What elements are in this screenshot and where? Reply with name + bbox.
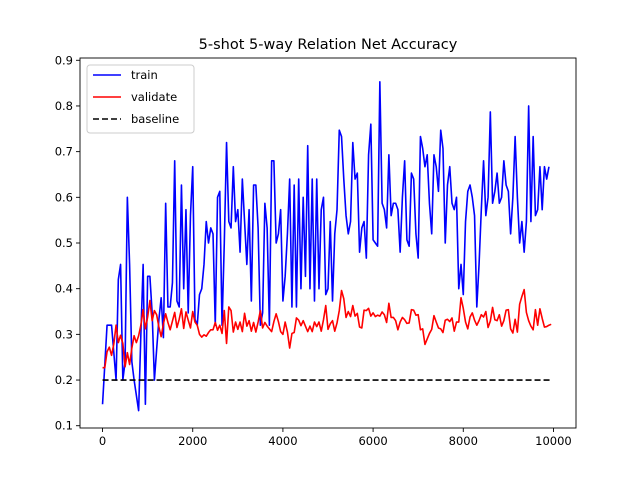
axes-frame: [79, 57, 577, 429]
x-tick-label: 8000: [449, 434, 478, 448]
y-tick-label: 0.2: [55, 373, 73, 387]
y-tick-label: 0.1: [55, 419, 73, 433]
y-ticks: 0.1 0.2 0.3 0.4 0.5 0.6 0.7 0.8 0.9: [55, 53, 80, 433]
legend-label-validate: validate: [131, 90, 177, 104]
y-tick-label: 0.3: [55, 327, 73, 341]
plot-lines: [101, 80, 552, 412]
y-tick-label: 0.7: [55, 145, 73, 159]
legend-box: [86, 64, 195, 134]
chart-title: 5-shot 5-way Relation Net Accuracy: [199, 37, 458, 53]
series-line-train: [101, 80, 550, 412]
y-tick-label: 0.8: [55, 99, 73, 113]
x-tick-label: 2000: [178, 434, 207, 448]
legend-label-train: train: [131, 68, 158, 82]
x-tick-label: 4000: [268, 434, 297, 448]
x-tick-label: 6000: [358, 434, 387, 448]
series-line-validate: [102, 288, 552, 369]
y-tick-label: 0.5: [55, 236, 73, 250]
x-ticks: 0 2000 4000 6000 8000 10000: [99, 428, 572, 448]
legend-label-baseline: baseline: [131, 112, 179, 126]
x-tick-label: 10000: [535, 434, 572, 448]
y-tick-label: 0.9: [55, 53, 73, 67]
x-tick-label: 0: [99, 434, 106, 448]
y-tick-label: 0.6: [55, 190, 73, 204]
legend: train validate baseline: [86, 64, 195, 134]
y-tick-label: 0.4: [55, 282, 73, 296]
